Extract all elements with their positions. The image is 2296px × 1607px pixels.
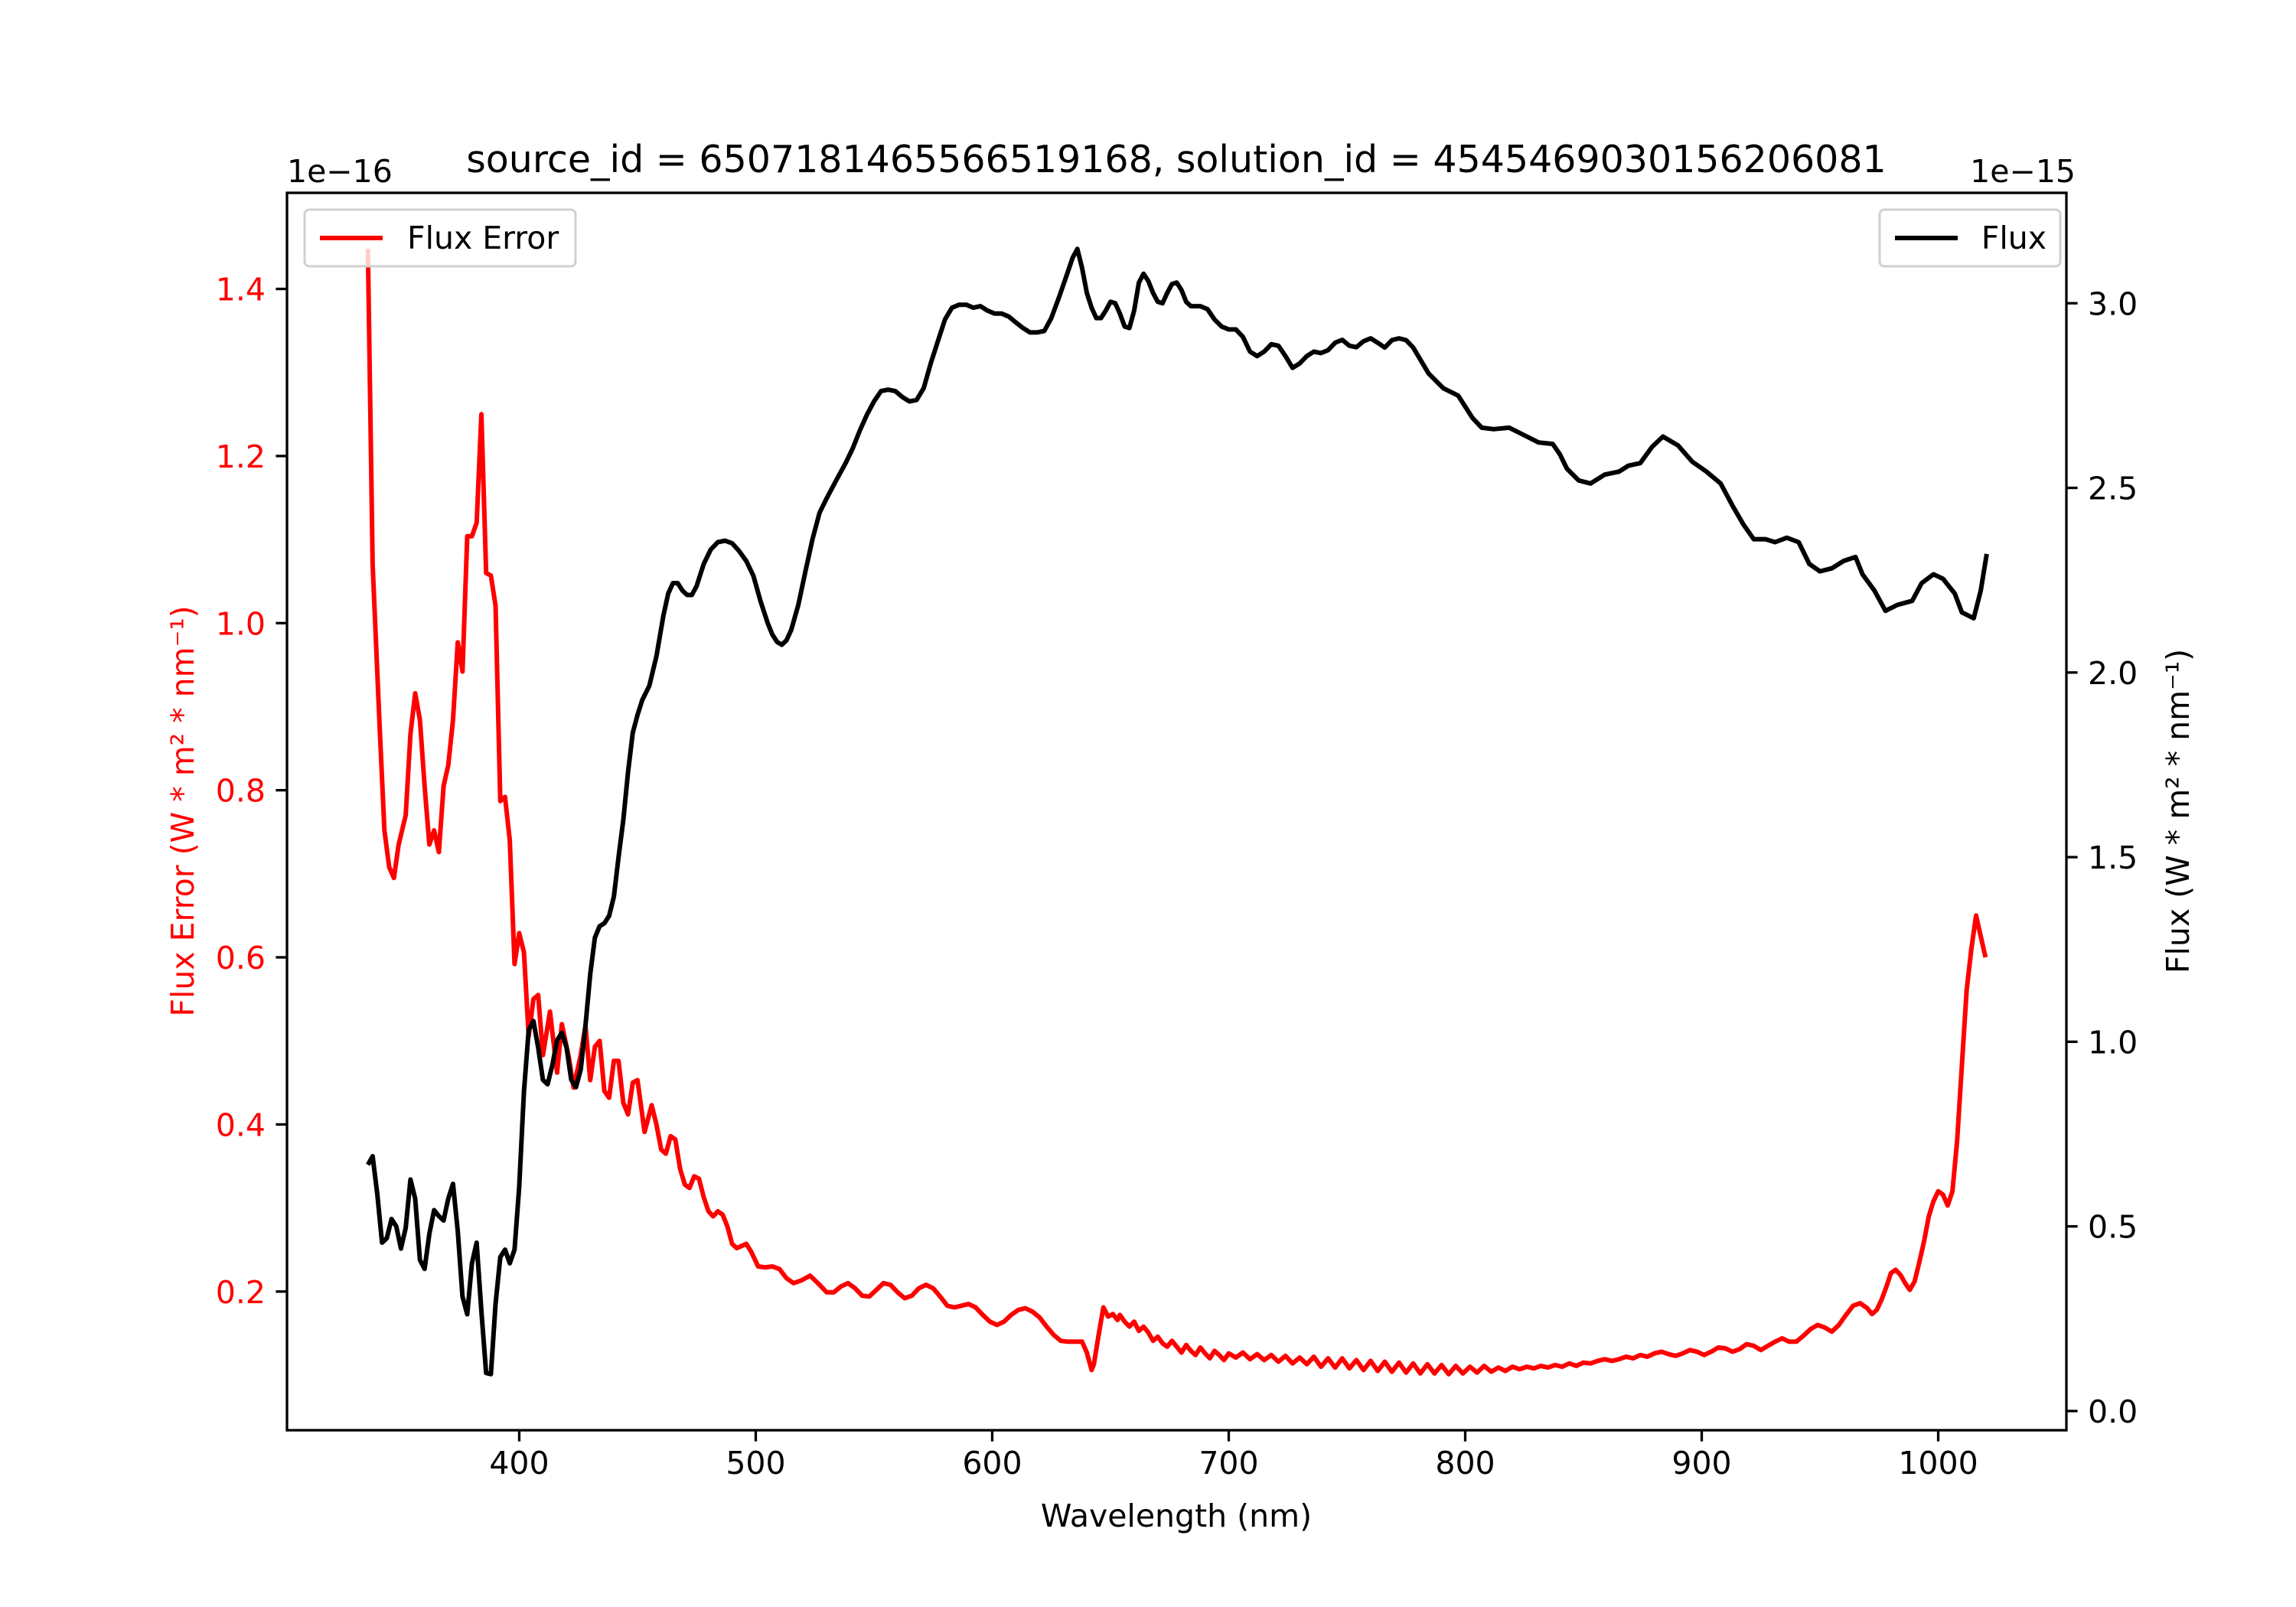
legend-label-flux-error: Flux Error [407,220,559,256]
right-y-tick-label: 3.0 [2088,285,2138,322]
chart-title: source_id = 6507181465566519168, solutio… [466,138,1886,181]
series-line-flux-error [365,249,1988,1377]
right-y-tick-label: 2.0 [2088,655,2138,692]
x-tick-label: 600 [962,1445,1022,1482]
right-y-tick-label: 1.5 [2088,839,2138,876]
right-y-tick-label: 2.5 [2088,471,2138,507]
legend-flux-error: Flux Error [303,208,577,268]
x-tick-label: 1000 [1898,1445,1978,1482]
x-axis-label: Wavelength (nm) [1041,1498,1312,1534]
x-tick-label: 900 [1671,1445,1731,1482]
series-lines [365,246,1989,1377]
left-y-tick-label: 0.8 [216,773,266,810]
legend-label-flux: Flux [1981,220,2047,256]
right-y-tick-label: 0.5 [2088,1209,2138,1246]
left-y-tick-label: 0.6 [216,940,266,976]
left-y-tick-label: 1.0 [216,605,266,642]
x-tick-label: 500 [726,1445,785,1482]
left-offset-text: 1e−16 [287,153,393,190]
legend-box [1878,208,2062,268]
axis-ticks: 400 500 600 700 800 900 1000 0.2 0.4 0.6 0.8 1.0 1.2… [216,272,2138,1482]
x-tick-label: 700 [1199,1445,1258,1482]
left-y-tick-label: 0.2 [216,1274,266,1311]
left-y-tick-label: 1.2 [216,438,266,475]
axes-frame [285,191,2068,1432]
legend-box [303,208,577,268]
left-y-tick-label: 1.4 [216,272,266,308]
right-offset-text: 1e−15 [1970,153,2076,190]
left-y-tick-label: 0.4 [216,1107,266,1143]
x-tick-label: 400 [489,1445,549,1482]
right-y-tick-label: 1.0 [2088,1024,2138,1061]
series-line-flux [366,246,1989,1377]
x-tick-label: 800 [1435,1445,1495,1482]
right-y-tick-label: 0.0 [2088,1393,2138,1430]
legend-flux: Flux [1878,208,2062,268]
left-y-axis-label: Flux Error (W * m² * nm⁻¹) [165,605,201,1016]
right-y-axis-label: Flux (W * m² * nm⁻¹) [2160,649,2197,973]
